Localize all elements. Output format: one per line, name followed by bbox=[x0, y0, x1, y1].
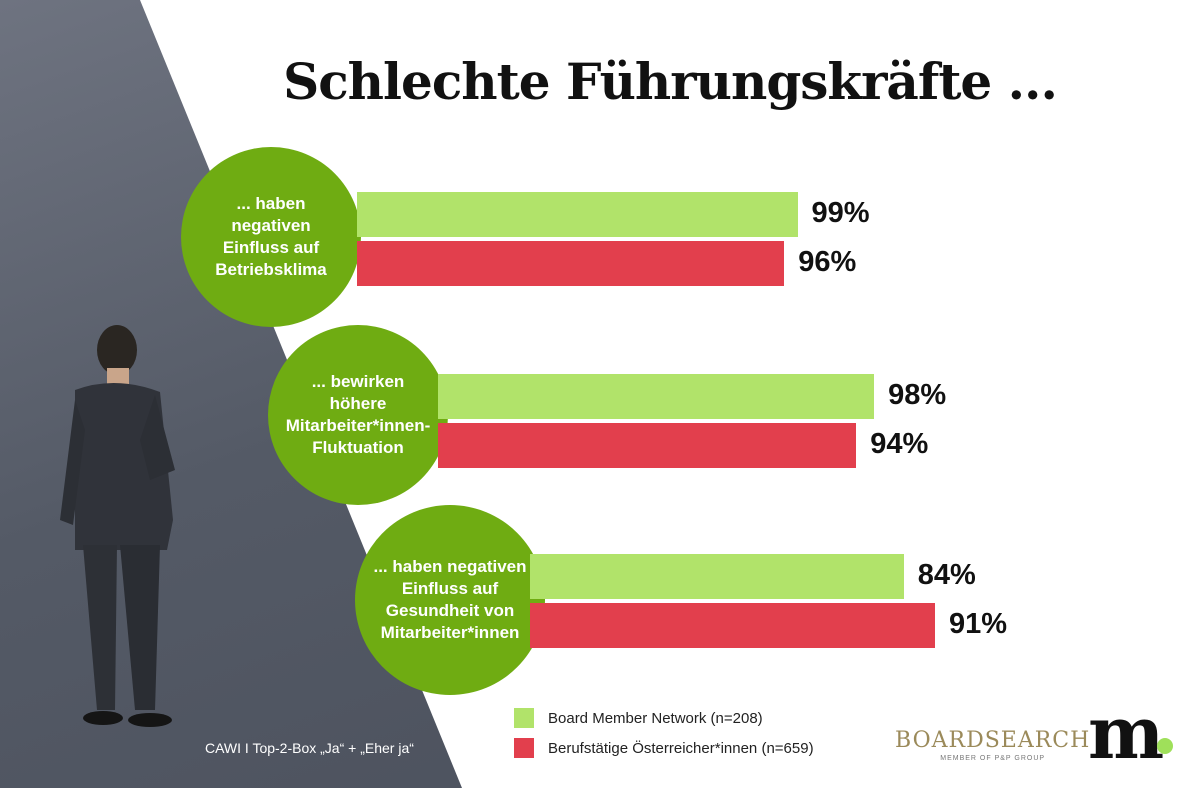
data-label: 99% bbox=[811, 197, 870, 229]
category-label: ... bewirken höhere Mitarbeiter*innen-Fl… bbox=[285, 371, 431, 458]
category-label: ... haben negativen Einfluss auf Gesundh… bbox=[373, 556, 527, 643]
businessman-image bbox=[60, 325, 175, 727]
bar-red bbox=[357, 241, 785, 286]
legend-swatch-red bbox=[514, 738, 534, 758]
bar-red bbox=[530, 603, 935, 648]
bar-red bbox=[438, 423, 857, 468]
data-label: 96% bbox=[798, 246, 857, 278]
legend-label: Berufstätige Österreicher*innen (n=659) bbox=[548, 740, 814, 757]
legend-label: Board Member Network (n=208) bbox=[548, 710, 763, 727]
legend-swatch-green bbox=[514, 708, 534, 728]
page-title: Schlechte Führungskräfte ... bbox=[283, 52, 1058, 111]
bar-green bbox=[357, 192, 798, 237]
category-circle: ... haben negativen Einfluss auf Betrieb… bbox=[181, 147, 361, 327]
category-circle: ... bewirken höhere Mitarbeiter*innen-Fl… bbox=[268, 325, 448, 505]
logo-text: BOARDSEARCH bbox=[895, 728, 1091, 753]
m-logo: m bbox=[1088, 690, 1165, 775]
data-label: 98% bbox=[888, 379, 947, 411]
category-label: ... haben negativen Einfluss auf Betrieb… bbox=[215, 193, 327, 280]
logo-subtext: MEMBER OF P&P GROUP bbox=[940, 755, 1046, 762]
data-label: 84% bbox=[917, 559, 976, 591]
bar-green bbox=[530, 554, 904, 599]
bar-green bbox=[438, 374, 875, 419]
method-note: CAWI I Top-2-Box „Ja“ + „Eher ja“ bbox=[205, 740, 414, 756]
category-circle: ... haben negativen Einfluss auf Gesundh… bbox=[355, 505, 545, 695]
boardsearch-logo: BOARDSEARCH MEMBER OF P&P GROUP bbox=[895, 728, 1090, 762]
m-logo-dot bbox=[1157, 738, 1173, 754]
data-label: 94% bbox=[870, 428, 929, 460]
data-label: 91% bbox=[948, 608, 1007, 640]
